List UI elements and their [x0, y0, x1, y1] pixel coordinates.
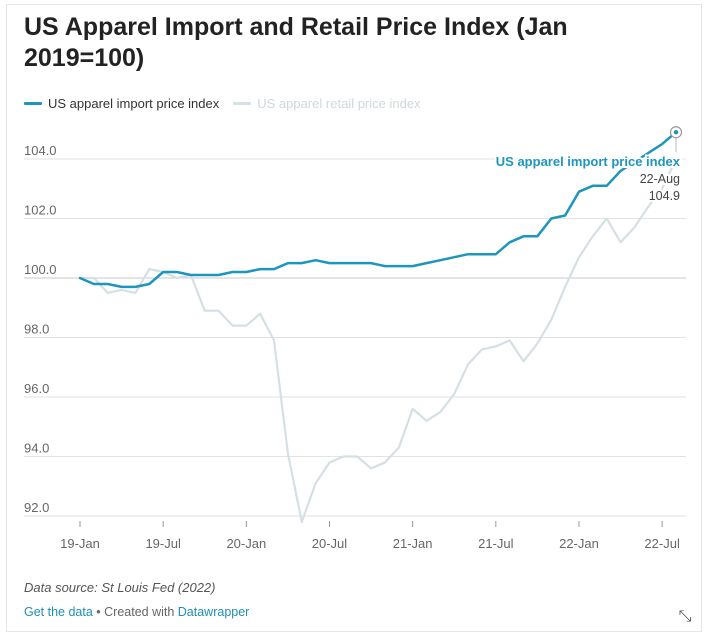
series-line-retail — [78, 157, 678, 524]
legend-item-import[interactable]: US apparel import price index — [24, 96, 219, 111]
annotation-value-label: 104.9 — [649, 189, 680, 203]
y-tick-label: 94.0 — [24, 441, 49, 456]
x-tick-label: 20-Jul — [312, 536, 348, 551]
y-tick-label: 96.0 — [24, 381, 49, 396]
annotation-series-label: US apparel import price index — [496, 154, 681, 169]
legend-label-retail: US apparel retail price index — [257, 95, 421, 111]
y-tick-label: 98.0 — [24, 322, 49, 337]
line-chart: 104.0 102.0 100.0 98.0 96.0 94.0 92.0 19-Jan 19-… — [24, 126, 686, 551]
get-the-data-link[interactable]: Get the data — [24, 605, 93, 619]
series-line-import — [78, 130, 678, 289]
legend-swatch-retail — [233, 101, 252, 105]
x-tick-label: 19-Jan — [60, 536, 100, 551]
legend-label-import: US apparel import price index — [48, 95, 220, 111]
footer-links: Get the data • Created with Datawrapper — [24, 605, 249, 619]
created-with-text: • Created with — [92, 605, 178, 619]
expand-button[interactable]: ⤡ — [672, 604, 698, 630]
y-tick-label: 102.0 — [24, 203, 57, 218]
x-tick-label: 20-Jan — [226, 536, 266, 551]
x-tick-label: 21-Jul — [478, 536, 514, 551]
legend: US apparel import price index US apparel… — [24, 94, 435, 112]
y-tick-label: 104.0 — [24, 143, 57, 158]
chart-title: US Apparel Import and Retail Price Index… — [24, 13, 568, 72]
annotation-date-label: 22-Aug — [640, 172, 680, 186]
annotation-point — [673, 130, 679, 135]
data-source-note: Data source: St Louis Fed (2022) — [24, 580, 216, 595]
x-tick-label: 22-Jul — [644, 536, 680, 551]
x-tick-label: 21-Jan — [393, 536, 433, 551]
legend-item-retail[interactable]: US apparel retail price index — [233, 95, 421, 111]
datawrapper-link[interactable]: Datawrapper — [177, 605, 250, 619]
legend-swatch-import — [24, 101, 42, 105]
x-tick-label: 19-Jul — [145, 536, 181, 551]
y-tick-label: 92.0 — [24, 500, 49, 515]
y-tick-label: 100.0 — [24, 262, 57, 277]
expand-icon: ⤡ — [678, 608, 692, 625]
chart-frame — [6, 4, 702, 632]
x-tick-label: 22-Jan — [559, 536, 599, 551]
